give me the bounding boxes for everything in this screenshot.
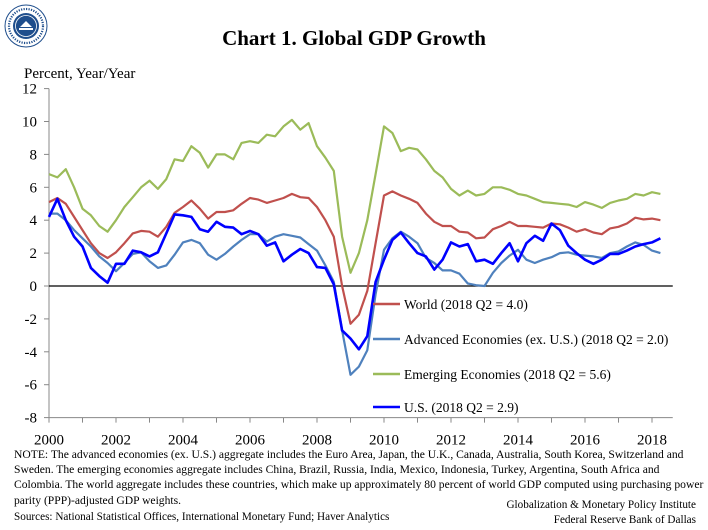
legend-item: Advanced Economies (ex. U.S.) (2018 Q2 =… [373,332,668,347]
legend-label: Emerging Economies (2018 Q2 = 5.6) [404,367,611,382]
x-tick-label: 2010 [369,433,399,449]
x-tick-label: 2008 [302,433,332,449]
legend-label: U.S. (2018 Q2 = 2.9) [404,400,519,415]
y-tick-label: 6 [30,180,38,196]
y-tick-label: 10 [22,115,37,131]
credit-bank: Federal Reserve Bank of Dallas [553,513,696,526]
credit-block: Globalization & Monetary Policy Institut… [506,498,696,527]
series-line-1 [49,212,661,376]
legend-item: World (2018 Q2 = 4.0) [373,297,528,312]
x-tick-label: 2012 [436,433,466,449]
institute-logo [4,4,48,48]
series-line-2 [48,118,661,274]
x-tick-label: 2004 [168,433,199,449]
y-tick-label: 8 [30,147,38,163]
x-tick-label: 2006 [235,433,266,449]
y-tick-label: 4 [30,213,38,229]
y-tick-label: 2 [30,246,38,262]
y-tick-label: -2 [25,312,38,328]
sources-text: Sources: National Statistical Offices, I… [14,511,390,523]
x-tick-label: 2016 [570,433,601,449]
x-tick-label: 2014 [503,433,534,449]
y-tick-label: -8 [25,411,38,427]
y-tick-label: -6 [25,378,38,394]
y-tick-label: 0 [30,279,38,295]
y-tick-label: 12 [22,82,37,98]
legend-label: Advanced Economies (ex. U.S.) (2018 Q2 =… [404,332,668,347]
legend-item: Emerging Economies (2018 Q2 = 5.6) [373,367,611,382]
legend-label: World (2018 Q2 = 4.0) [404,297,528,312]
x-tick-label: 2018 [637,433,667,449]
series-line-0 [48,190,661,325]
x-tick-label: 2002 [101,433,131,449]
legend-item: U.S. (2018 Q2 = 2.9) [373,400,519,415]
chart-note: NOTE: The advanced economies (ex. U.S.) … [14,448,704,507]
y-tick-label: -4 [25,345,38,361]
credit-institute: Globalization & Monetary Policy Institut… [506,499,696,511]
y-axis-label: Percent, Year/Year [24,66,136,82]
x-tick-label: 2000 [34,433,64,449]
chart-title: Chart 1. Global GDP Growth [222,26,486,50]
series-line-3 [47,197,661,351]
